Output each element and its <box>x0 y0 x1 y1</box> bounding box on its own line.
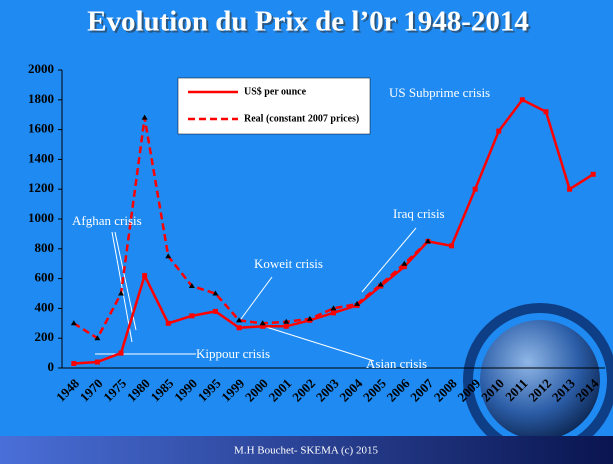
point-marker <box>590 171 596 177</box>
point-marker <box>306 315 313 321</box>
point-marker <box>259 320 266 326</box>
point-marker <box>236 317 243 323</box>
annotation: Afghan crisis <box>72 213 142 228</box>
point-marker <box>70 320 77 326</box>
point-marker <box>188 283 195 289</box>
point-marker <box>543 109 549 115</box>
point-marker <box>212 308 218 314</box>
point-marker <box>331 310 336 316</box>
y-tick-label: 1000 <box>28 210 54 225</box>
annotation: Iraq crisis <box>393 206 445 221</box>
annotation: Kippour crisis <box>196 346 270 361</box>
annotation: Koweit crisis <box>254 256 323 271</box>
point-marker <box>236 325 242 331</box>
point-marker <box>449 243 455 249</box>
point-marker <box>567 186 573 192</box>
point-marker <box>472 186 478 192</box>
point-marker <box>330 305 337 311</box>
point-marker <box>118 350 124 356</box>
point-marker <box>401 264 407 270</box>
y-tick-label: 1200 <box>28 180 54 195</box>
legend-label: US$ per ounce <box>244 86 307 97</box>
point-marker <box>283 323 289 329</box>
point-marker <box>141 114 148 120</box>
y-tick-label: 1800 <box>28 91 54 106</box>
chart-title: Evolution du Prix de l’0r 1948-2014 <box>87 6 529 38</box>
point-marker <box>212 290 219 296</box>
point-marker <box>71 361 77 367</box>
legend <box>177 77 371 135</box>
annotation: Asian crisis <box>366 356 427 371</box>
point-marker <box>189 313 195 319</box>
point-marker <box>165 253 172 259</box>
point-marker <box>165 320 171 326</box>
y-tick-label: 400 <box>35 299 55 314</box>
point-marker <box>496 128 502 134</box>
y-tick-label: 1600 <box>28 121 54 136</box>
point-marker <box>260 323 266 329</box>
footer: M.H Bouchet- SKEMA (c) 2015 <box>234 445 378 457</box>
point-marker <box>94 335 101 341</box>
y-tick-label: 0 <box>48 359 55 374</box>
point-marker <box>354 300 361 306</box>
footer-band <box>0 436 613 464</box>
title-shadow: Evolution du Prix de l’0r 1948-2014 <box>89 8 531 40</box>
point-marker <box>424 238 431 244</box>
point-marker <box>283 318 290 324</box>
point-marker <box>142 273 148 279</box>
point-marker <box>94 359 100 365</box>
series-line <box>73 117 429 340</box>
y-tick-label: 2000 <box>28 61 54 76</box>
legend-label: Real (constant 2007 prices) <box>244 113 359 124</box>
point-marker <box>519 97 525 103</box>
annotation: US Subprime crisis <box>389 85 490 100</box>
y-tick-label: 800 <box>35 240 55 255</box>
y-tick-label: 600 <box>35 270 55 285</box>
point-marker <box>377 281 384 287</box>
y-tick-label: 1400 <box>28 150 54 165</box>
point-marker <box>401 260 408 266</box>
y-tick-label: 200 <box>35 329 55 344</box>
globe <box>480 320 600 440</box>
point-marker <box>118 290 125 296</box>
